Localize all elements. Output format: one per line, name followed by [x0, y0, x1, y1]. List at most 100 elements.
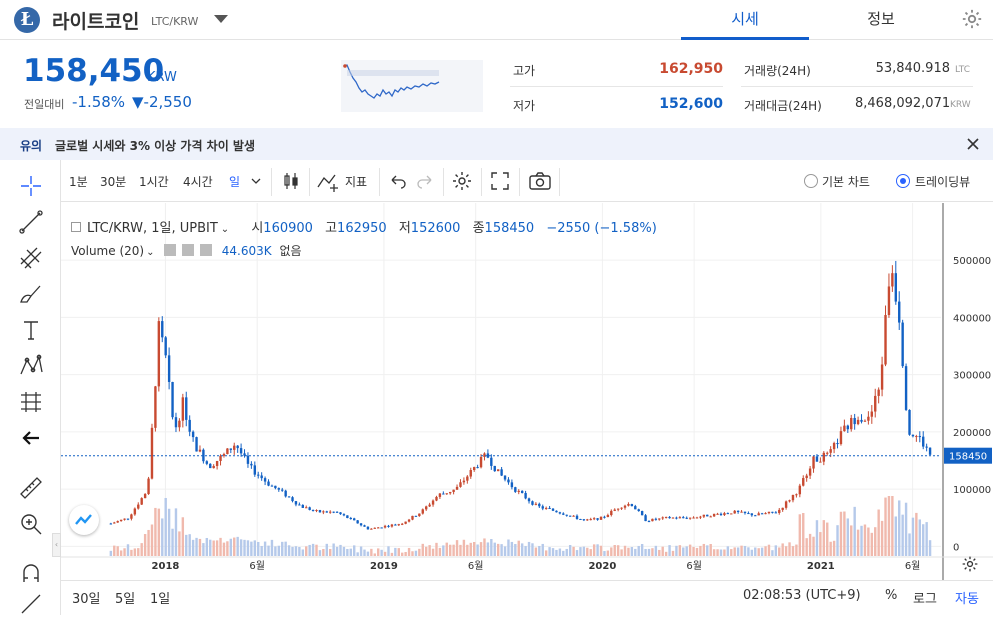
legend-symbol[interactable]: LTC/KRW, 1일, UPBIT	[87, 221, 218, 236]
hide-drawings-icon[interactable]	[17, 590, 45, 618]
candle	[291, 497, 294, 502]
chevron-down-icon[interactable]: ⌄	[220, 224, 230, 235]
range-1d[interactable]: 1일	[150, 592, 171, 607]
volume-bar	[778, 547, 781, 556]
undo-icon[interactable]	[386, 170, 408, 192]
candle	[486, 453, 490, 458]
legend-collapse-icon[interactable]	[71, 222, 81, 232]
zoom-in-icon[interactable]	[17, 510, 45, 538]
candle	[126, 518, 130, 520]
candle	[688, 517, 692, 519]
volume-bar	[363, 549, 366, 556]
ruler-icon[interactable]	[17, 474, 45, 502]
tab-info[interactable]: 정보	[867, 10, 895, 28]
interval-day[interactable]: 일	[229, 175, 241, 189]
scroll-handle[interactable]: ‹	[52, 533, 61, 557]
basic-chart-radio[interactable]	[804, 174, 818, 188]
volume-bar	[322, 548, 325, 556]
pattern-icon[interactable]	[17, 352, 45, 380]
log-toggle[interactable]: 로그	[913, 592, 937, 607]
candle	[383, 525, 387, 528]
candle	[596, 518, 599, 520]
gear-icon[interactable]	[961, 8, 983, 30]
percent-toggle[interactable]: %	[885, 588, 898, 603]
volume-bar	[613, 545, 616, 556]
chevron-down-icon[interactable]	[249, 172, 263, 190]
volume-bar	[383, 551, 387, 556]
fullscreen-icon[interactable]	[489, 170, 511, 192]
notice-text: 글로벌 시세와 3% 이상 가격 차이 발생	[55, 139, 256, 153]
gear-icon[interactable]	[961, 555, 979, 573]
volume-bar	[486, 542, 490, 556]
range-30d[interactable]: 30일	[72, 592, 101, 607]
interval-1h[interactable]: 1시간	[139, 175, 169, 189]
prediction-icon[interactable]	[17, 388, 45, 416]
caret-down-icon[interactable]	[214, 15, 228, 23]
price-chart[interactable]: 0 100000 200000 300000 400000 500000 2018 6월 201…	[52, 203, 993, 615]
volume-bar	[222, 542, 226, 556]
volume-bar	[496, 543, 500, 556]
divider	[443, 168, 444, 196]
volume-bar	[640, 544, 644, 556]
magnet-icon[interactable]	[17, 560, 45, 588]
close-icon[interactable]	[965, 136, 981, 152]
volume-bar	[305, 546, 308, 556]
text-tool-icon[interactable]	[17, 316, 45, 344]
tab-quote[interactable]: 시세	[681, 0, 809, 40]
interval-1m[interactable]: 1분	[69, 175, 88, 189]
brush-icon[interactable]	[17, 280, 45, 308]
back-arrow-icon[interactable]	[17, 424, 45, 452]
indicators-label[interactable]: 지표	[345, 175, 368, 189]
candle	[826, 452, 829, 454]
volume-bar	[178, 531, 181, 556]
crosshair-icon[interactable]	[17, 172, 45, 200]
candle	[562, 513, 565, 515]
candlestick-chart[interactable]: 0 100000 200000 300000 400000 500000 2018 6월 201…	[61, 203, 993, 580]
candle	[664, 516, 668, 518]
volume-label[interactable]: Volume (20)	[71, 244, 145, 258]
volume-bar	[589, 549, 592, 556]
candle	[442, 493, 445, 495]
gear-icon[interactable]	[451, 170, 473, 192]
volume-bar	[812, 536, 815, 556]
interval-30m[interactable]: 30분	[100, 175, 127, 189]
fib-tool-icon[interactable]	[17, 244, 45, 272]
candle-style-icon[interactable]	[280, 170, 302, 192]
candle	[685, 517, 688, 519]
volume-bar	[702, 543, 706, 556]
basic-chart-label[interactable]: 기본 차트	[822, 175, 870, 189]
redo-icon[interactable]	[415, 170, 437, 192]
tradingview-radio[interactable]	[896, 174, 910, 188]
tradingview-logo-icon[interactable]	[69, 505, 99, 535]
eye-icon[interactable]	[164, 244, 177, 256]
volume-bar	[541, 543, 544, 556]
interval-4h[interactable]: 4시간	[183, 175, 213, 189]
candle	[898, 301, 901, 323]
candle	[791, 494, 795, 501]
range-5d[interactable]: 5일	[115, 592, 136, 607]
volume-bar	[448, 544, 452, 556]
volume-bar	[404, 552, 407, 556]
indicators-icon[interactable]	[316, 170, 342, 192]
remove-icon[interactable]	[199, 244, 212, 256]
volume-bar	[887, 496, 891, 556]
volume-bar	[651, 548, 654, 556]
volume-bar	[164, 497, 167, 556]
candle	[627, 504, 630, 506]
candle	[161, 321, 164, 338]
volume-bar	[130, 549, 133, 556]
candle	[517, 490, 520, 492]
auto-toggle[interactable]: 자동	[955, 592, 979, 607]
camera-icon[interactable]	[528, 170, 552, 192]
trend-line-icon[interactable]	[17, 208, 45, 236]
chevron-down-icon[interactable]: ⌄	[146, 247, 155, 258]
volume-bar	[874, 527, 877, 556]
volume-bar	[517, 540, 520, 556]
coin-pair: LTC/KRW	[151, 15, 199, 28]
tradingview-label[interactable]: 트레이딩뷰	[915, 175, 971, 189]
candle	[716, 513, 719, 515]
volume-bar	[277, 545, 281, 556]
volume-bar	[815, 520, 819, 556]
settings-small-icon[interactable]	[182, 244, 195, 256]
volume-bar	[181, 517, 185, 556]
